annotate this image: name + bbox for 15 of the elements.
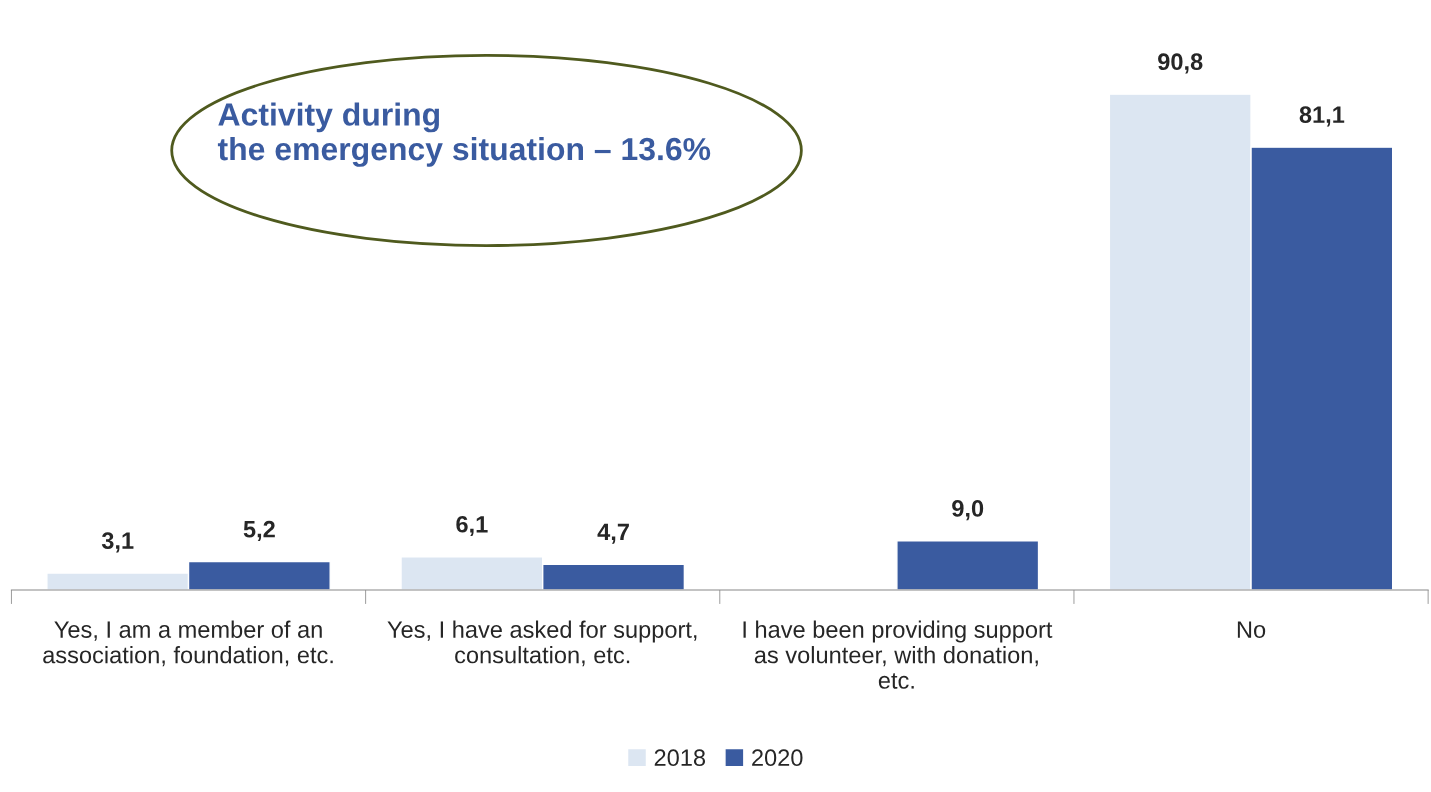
data-label: 6,1 — [456, 515, 488, 537]
data-label: 5,2 — [243, 520, 275, 541]
annotation: Activity during the emergency situation – 13.6% — [217, 102, 711, 167]
data-label: 81,1 — [1299, 106, 1345, 127]
legend-label: 2020 — [752, 749, 803, 767]
x-tick-label: Yes, I have asked for support, consultation, etc. — [387, 620, 697, 667]
data-label: 4,7 — [597, 523, 629, 544]
x-tick-label: Yes, I am a member of an association, foundation, etc. — [43, 620, 333, 667]
bar — [896, 540, 1040, 591]
data-label: 90,8 — [1158, 53, 1203, 74]
legend-label: 2018 — [654, 749, 706, 767]
x-tick-label: I have been providing support as volunteer, with donation, etc. — [743, 620, 1053, 689]
data-label: 3,1 — [101, 532, 134, 553]
data-label: 9,0 — [952, 500, 984, 521]
x-tick-label: No — [1237, 621, 1266, 638]
